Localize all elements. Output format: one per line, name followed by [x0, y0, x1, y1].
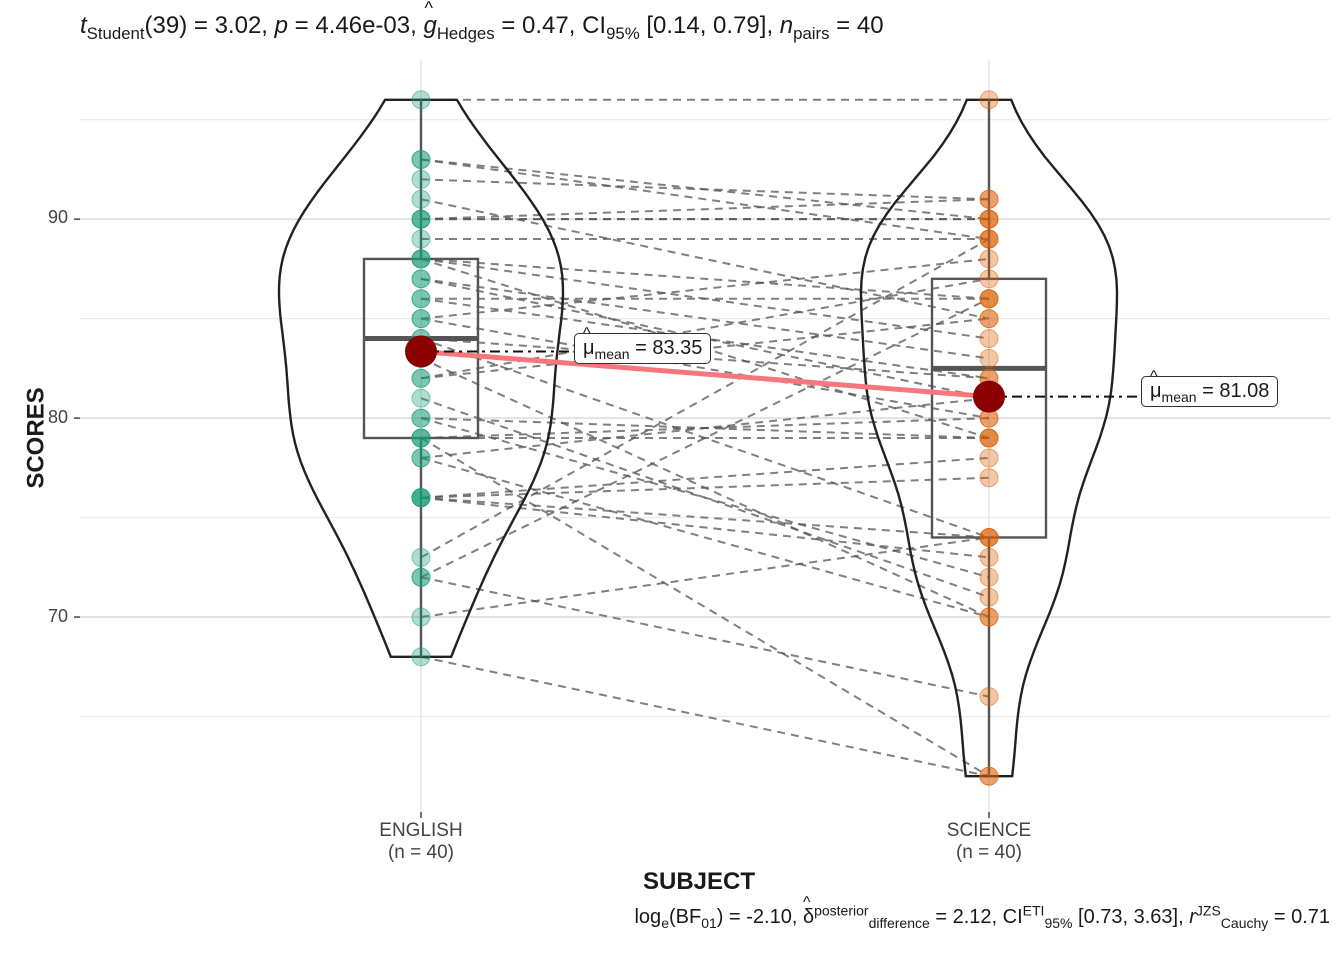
point-science: [979, 428, 999, 448]
point-science: [979, 547, 999, 567]
pair-line: [420, 576, 990, 698]
mean-point-science: [973, 380, 1005, 413]
pair-line: [420, 178, 990, 201]
paired-lines: [420, 98, 990, 778]
pair-line: [420, 437, 990, 778]
mean-point-english: [405, 335, 437, 368]
pair-line: [420, 257, 990, 300]
point-science: [979, 269, 999, 289]
point-science: [979, 567, 999, 587]
violins: [277, 98, 1119, 778]
chart-subtitle: tStudent(39) = 3.02, p = 4.46e-03, gHedg…: [80, 0, 884, 42]
x-tick-label-science: SCIENCE (n = 40): [946, 820, 1032, 863]
point-english: [411, 229, 431, 249]
point-english: [411, 149, 431, 169]
y-axis-title: SCORES: [22, 387, 50, 489]
point-english: [411, 647, 431, 667]
point-english: [411, 169, 431, 189]
point-science: [979, 687, 999, 707]
box-english-box: [362, 257, 480, 440]
violin-science: [859, 98, 1119, 778]
point-science: [979, 527, 999, 547]
point-english: [411, 607, 431, 627]
pair-line: [420, 655, 990, 778]
point-science: [979, 766, 999, 786]
box-science-box: [930, 277, 1048, 539]
pair-line: [420, 158, 990, 241]
pair-line: [420, 417, 990, 579]
pair-line: [420, 317, 990, 420]
pair-line: [420, 198, 990, 221]
point-science: [979, 448, 999, 468]
boxplots: [362, 99, 1048, 777]
point-english: [411, 90, 431, 110]
mean-connector: [420, 348, 990, 400]
point-english: [411, 448, 431, 468]
chart-caption: loge(BF01) = -2.10, δposteriordifference…: [634, 894, 1330, 930]
point-science: [979, 209, 999, 229]
point-english: [411, 547, 431, 567]
pair-line: [420, 277, 990, 360]
point-english: [411, 428, 431, 448]
point-english: [411, 249, 431, 269]
pair-line: [420, 496, 990, 539]
x-axis-title: SUBJECT: [643, 868, 756, 895]
point-science: [979, 348, 999, 368]
point-science: [979, 607, 999, 627]
point-science: [979, 329, 999, 349]
mean-label-english: μmean = 83.35: [574, 325, 712, 364]
point-english: [411, 269, 431, 289]
pair-line: [420, 238, 990, 559]
y-tick-label: 80: [47, 407, 68, 427]
x-tick-label-english: ENGLISH (n = 40): [379, 820, 463, 863]
point-english: [411, 567, 431, 587]
point-english: [411, 309, 431, 329]
point-science: [979, 189, 999, 209]
pair-line: [420, 277, 990, 400]
point-english: [411, 408, 431, 428]
mean-label-science: μmean = 81.08: [1141, 368, 1279, 407]
violin-english: [277, 98, 565, 658]
point-science: [979, 309, 999, 329]
axis-ticks: [74, 218, 990, 818]
y-tick-label: 90: [47, 207, 68, 227]
pair-line: [420, 277, 990, 380]
pair-line: [420, 297, 990, 579]
point-science: [979, 90, 999, 110]
point-english: [411, 289, 431, 309]
point-science: [979, 289, 999, 309]
point-english: [411, 368, 431, 388]
gridlines: [80, 60, 1330, 812]
pair-line: [420, 456, 990, 618]
y-tick-label: 70: [47, 606, 68, 626]
means: [405, 335, 1142, 413]
point-english: [411, 209, 431, 229]
point-science: [979, 229, 999, 249]
pair-line: [420, 496, 990, 559]
point-science: [979, 468, 999, 488]
pair-line: [420, 476, 990, 499]
pair-line: [420, 536, 990, 619]
point-science: [979, 249, 999, 269]
pair-line: [420, 397, 990, 459]
point-english: [411, 388, 431, 408]
point-science: [979, 587, 999, 607]
point-english: [411, 189, 431, 209]
pair-line: [420, 456, 990, 499]
pair-line: [420, 257, 990, 320]
point-english: [411, 488, 431, 508]
pair-line: [420, 198, 990, 320]
